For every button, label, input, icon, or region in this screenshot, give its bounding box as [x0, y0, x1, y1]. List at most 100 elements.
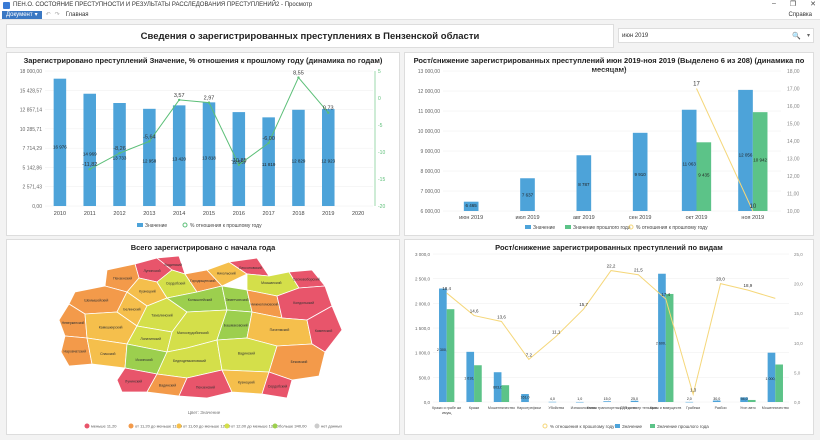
- pct-label: 2,97: [204, 96, 215, 102]
- district-label: Бековский: [291, 360, 308, 364]
- pct-label: -6,00: [262, 136, 275, 142]
- bar-value-label: 11 819: [262, 162, 276, 167]
- pct-point: [177, 98, 181, 102]
- bar: [439, 288, 447, 402]
- legend-label: Значение прошлого года: [657, 424, 709, 429]
- bar-value-label: 14 969: [83, 151, 97, 156]
- bar-prev: [775, 364, 783, 402]
- pct-label: 17,4: [661, 292, 670, 297]
- bar: [262, 117, 275, 206]
- district-label: Сердобский: [268, 385, 288, 389]
- map-legend-label: меньше 11,20: [91, 424, 117, 429]
- y2-tick-label: 13,00: [787, 157, 800, 163]
- pct-label: 17: [693, 82, 700, 88]
- map-district: [306, 305, 343, 353]
- bar-value-label: 2 600,0: [656, 341, 668, 345]
- bar-value-label: 2 300,0: [437, 348, 449, 352]
- district-label: Лунинский: [143, 269, 160, 273]
- chevron-down-icon[interactable]: ▾: [806, 33, 810, 39]
- bar: [520, 178, 535, 211]
- document-label: Документ: [6, 11, 33, 18]
- y-tick-label: 13 000,00: [418, 69, 440, 75]
- bar-value-label: 13 733: [113, 156, 127, 161]
- x-tick-label: июн 2019: [459, 215, 483, 221]
- bar-value-label: 12 519: [232, 160, 246, 165]
- map-legend-swatch: [272, 423, 278, 429]
- district-label: Лунинский: [125, 380, 142, 384]
- legend-swatch-value: [137, 223, 143, 227]
- legend-swatch-pct: [628, 224, 634, 230]
- x-tick-label: 2012: [113, 211, 125, 217]
- maximize-button[interactable]: ❐: [789, 1, 797, 8]
- pct-label: 0,73: [323, 106, 334, 112]
- region-map-panel: Всего зарегистрировано с начала года Лун…: [6, 239, 400, 435]
- home-tab[interactable]: Главная: [65, 11, 89, 18]
- y-tick-label: 0,0: [424, 400, 431, 405]
- chart-types-title: Рост/снижение зарегистрированных преступ…: [495, 243, 723, 252]
- pct-label: 14,6: [470, 309, 479, 314]
- legend-swatch-pct: [542, 423, 548, 429]
- x-tick-label: имущ: [442, 411, 451, 415]
- x-tick-label: 2016: [233, 211, 245, 217]
- bar: [575, 401, 584, 403]
- period-selector[interactable]: июн 2019 🔍 ▾: [618, 28, 814, 43]
- legend-label: % отношения к прошлому году: [550, 424, 615, 429]
- bar-prev: [665, 293, 674, 402]
- district-label: Вадинский: [159, 384, 176, 388]
- y-tick-label: 10 285,71: [20, 127, 42, 133]
- x-tick-label: Изнасилования: [571, 406, 597, 410]
- minimize-button[interactable]: –: [771, 0, 776, 7]
- region-map-title: Всего зарегистрировано с начала года: [130, 243, 276, 252]
- bar-value-label: 13 420: [172, 157, 186, 162]
- undo-icon[interactable]: ↶: [45, 12, 51, 18]
- close-button[interactable]: ✕: [810, 1, 816, 8]
- document-menu-button[interactable]: Документ ▾: [2, 10, 42, 19]
- bar-prev: [474, 365, 482, 402]
- district-label: Кондольский: [293, 301, 314, 305]
- y2-tick-label: -10: [378, 150, 385, 156]
- y2-tick-label: -5: [378, 123, 383, 129]
- pct-point: [207, 101, 211, 104]
- y-tick-label: 11 000,00: [418, 109, 440, 115]
- bar: [712, 400, 721, 402]
- x-tick-label: 2015: [203, 211, 215, 217]
- chart-yearly: 0,00 2 571,43 5 142,86 7 714,29 10 285,71 12 …: [20, 69, 386, 229]
- pct-point: [267, 141, 270, 145]
- legend-swatch-value: [525, 225, 531, 229]
- app-icon: [3, 1, 10, 9]
- district-label: Никольский: [217, 272, 236, 276]
- pct-point: [297, 76, 300, 79]
- bar: [658, 273, 666, 402]
- bar: [83, 93, 96, 206]
- bar: [576, 155, 592, 211]
- district-label: Камешкирский: [99, 325, 123, 329]
- bar-prev-label: 9 435: [698, 173, 710, 178]
- map-district: [60, 335, 93, 367]
- district-label: Земетчинский: [226, 298, 249, 302]
- pct-label: 3,57: [174, 93, 185, 99]
- map-legend-swatch: [176, 423, 182, 429]
- bar-value-label: 25,0: [631, 397, 638, 401]
- bar-value-label: 12 056: [739, 152, 753, 157]
- y2-tick-label: 5,0: [794, 370, 801, 375]
- pct-label: 21,5: [634, 268, 643, 273]
- chart-monthly: 6 000,00 7 000,00 8 000,00 9 000,00 10 000,0…: [418, 69, 800, 231]
- redo-icon[interactable]: ↷: [54, 12, 60, 18]
- bar-prev: [747, 399, 756, 402]
- map-legend-swatch: [314, 423, 320, 429]
- bar-value-label: 13 818: [202, 155, 216, 160]
- y-tick-label: 5 142,86: [23, 165, 43, 171]
- region-map[interactable]: Лунинский Вадинский Пензенский Кузнецкий Сер…: [7, 240, 401, 436]
- y2-tick-label: 12,00: [787, 174, 800, 180]
- y2-tick-label: 18,00: [787, 69, 800, 75]
- pct-label: 1,3: [690, 387, 697, 392]
- x-tick-label: июл 2019: [515, 215, 539, 221]
- bar-value-label: 6 465: [466, 203, 478, 208]
- pct-label: -8,26: [113, 146, 126, 152]
- bar: [685, 401, 694, 403]
- district-label: Пензенский: [113, 277, 132, 281]
- help-menu[interactable]: Справка: [788, 11, 812, 18]
- search-icon[interactable]: 🔍: [792, 33, 801, 40]
- chart-types-panel: Рост/снижение зарегистрированных преступ…: [404, 239, 814, 435]
- y-tick-label: 0,00: [32, 204, 42, 210]
